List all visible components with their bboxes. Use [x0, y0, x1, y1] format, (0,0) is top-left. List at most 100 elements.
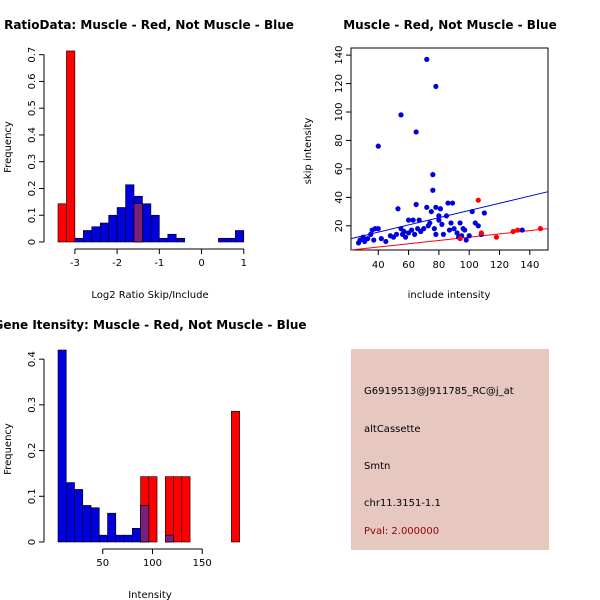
bar-overlap [133, 203, 143, 243]
point-muscle [478, 230, 484, 236]
bar-not-muscle [123, 534, 133, 543]
point-not-muscle [413, 129, 419, 135]
bar-not-muscle [116, 207, 126, 243]
intensity-y-axis-label: Frequency [3, 423, 14, 475]
bar-muscle [148, 476, 158, 543]
point-not-muscle [427, 220, 433, 226]
point-muscle [457, 236, 463, 242]
point-not-muscle [469, 208, 475, 215]
point-not-muscle [433, 83, 439, 90]
bar-not-muscle [90, 507, 100, 543]
bar-overlap [165, 534, 174, 543]
point-not-muscle [421, 226, 427, 232]
bar-muscle [66, 50, 76, 243]
x-tick-label: 100 [143, 558, 162, 569]
point-not-muscle [424, 204, 430, 210]
point-not-muscle [519, 227, 525, 233]
intensity-x-axis-label: Intensity [128, 590, 172, 600]
point-not-muscle [436, 217, 442, 223]
scatter-x-axis-label: include intensity [408, 290, 491, 301]
bar-muscle [181, 476, 191, 543]
bar-muscle [165, 476, 174, 543]
scatter-chart-title: Muscle - Red, Not Muscle - Blue [343, 18, 557, 32]
bar-not-muscle [65, 482, 75, 543]
ratio-chart-title: RatioData: Muscle - Red, Not Muscle - Bl… [4, 18, 294, 32]
bar-overlap [140, 505, 150, 543]
x-tick-label: 40 [372, 260, 385, 271]
gene-intensity-histogram: Gene Itensity: Muscle - Red, Not Muscle … [0, 318, 307, 600]
point-not-muscle [445, 200, 451, 206]
x-tick-label: 50 [96, 558, 109, 569]
point-not-muscle [475, 223, 481, 229]
y-tick-label: 0.6 [27, 73, 38, 89]
point-not-muscle [365, 236, 371, 242]
y-tick-label: 60 [334, 163, 345, 176]
point-not-muscle [449, 200, 456, 206]
bar-not-muscle [57, 349, 67, 543]
bar-not-muscle [91, 226, 101, 243]
point-not-muscle [430, 172, 436, 178]
x-tick-label: 1 [241, 258, 247, 269]
bar-not-muscle [175, 237, 185, 243]
plot-frame [350, 47, 549, 251]
x-tick-label: 60 [402, 260, 415, 271]
y-tick-label: 20 [334, 219, 345, 232]
point-not-muscle [443, 213, 450, 219]
probe-info-panel: G6919513@J911785_RC@j_at altCassette Smt… [351, 349, 549, 550]
y-tick-label: 100 [334, 102, 345, 121]
ratio-y-axis-label: Frequency [3, 121, 14, 173]
point-not-muscle [368, 231, 374, 237]
point-not-muscle [393, 231, 400, 237]
x-tick-label: -3 [70, 258, 80, 269]
y-tick-label: 0 [27, 239, 38, 245]
y-tick-label: 0 [27, 539, 38, 545]
x-tick-label: 120 [490, 260, 509, 271]
bar-not-muscle [150, 214, 160, 243]
point-not-muscle [413, 201, 419, 208]
bar-not-muscle [142, 203, 152, 243]
point-not-muscle [433, 204, 439, 210]
point-not-muscle [375, 226, 381, 232]
point-not-muscle [375, 143, 381, 149]
point-not-muscle [405, 217, 412, 223]
bar-muscle [231, 410, 240, 543]
point-not-muscle [440, 231, 447, 237]
bar-not-muscle [74, 489, 84, 543]
bar-not-muscle [159, 237, 169, 243]
bar-not-muscle [167, 233, 177, 243]
y-tick-label: 0.1 [27, 488, 38, 504]
y-tick-label: 140 [334, 46, 345, 65]
y-tick-label: 0.4 [27, 127, 38, 143]
ratio-x-axis-label: Log2 Ratio Skip/Include [91, 290, 208, 301]
bar-not-muscle [83, 230, 93, 243]
y-tick-label: 40 [334, 191, 345, 204]
point-not-muscle [462, 227, 468, 233]
x-tick-label: 0 [198, 258, 204, 269]
point-muscle [510, 228, 516, 235]
bar-not-muscle [218, 237, 228, 243]
point-not-muscle [409, 227, 415, 233]
bar-not-muscle [107, 512, 117, 543]
point-not-muscle [416, 217, 422, 223]
point-not-muscle [446, 227, 453, 233]
y-tick-label: 0.2 [27, 181, 38, 197]
point-not-muscle [410, 217, 416, 223]
point-not-muscle [457, 220, 463, 226]
intensity-scatter-plot: Muscle - Red, Not Muscle - Blue include … [303, 18, 557, 301]
point-not-muscle [439, 221, 445, 227]
point-not-muscle [454, 230, 460, 236]
probe-id-text: G6919513@J911785_RC@j_at [364, 386, 514, 397]
x-tick-label: 100 [460, 260, 479, 271]
point-not-muscle [383, 238, 389, 245]
x-tick-label: -2 [112, 258, 122, 269]
point-muscle [515, 227, 521, 233]
bar-not-muscle [125, 184, 135, 243]
ratio-histogram: RatioData: Muscle - Red, Not Muscle - Bl… [3, 18, 294, 301]
point-not-muscle [424, 56, 430, 62]
x-tick-label: -1 [154, 258, 164, 269]
bar-not-muscle [115, 534, 125, 543]
bar-not-muscle [108, 214, 118, 243]
bar-not-muscle [98, 534, 108, 543]
point-not-muscle [436, 213, 442, 219]
bar-not-muscle [82, 505, 92, 543]
